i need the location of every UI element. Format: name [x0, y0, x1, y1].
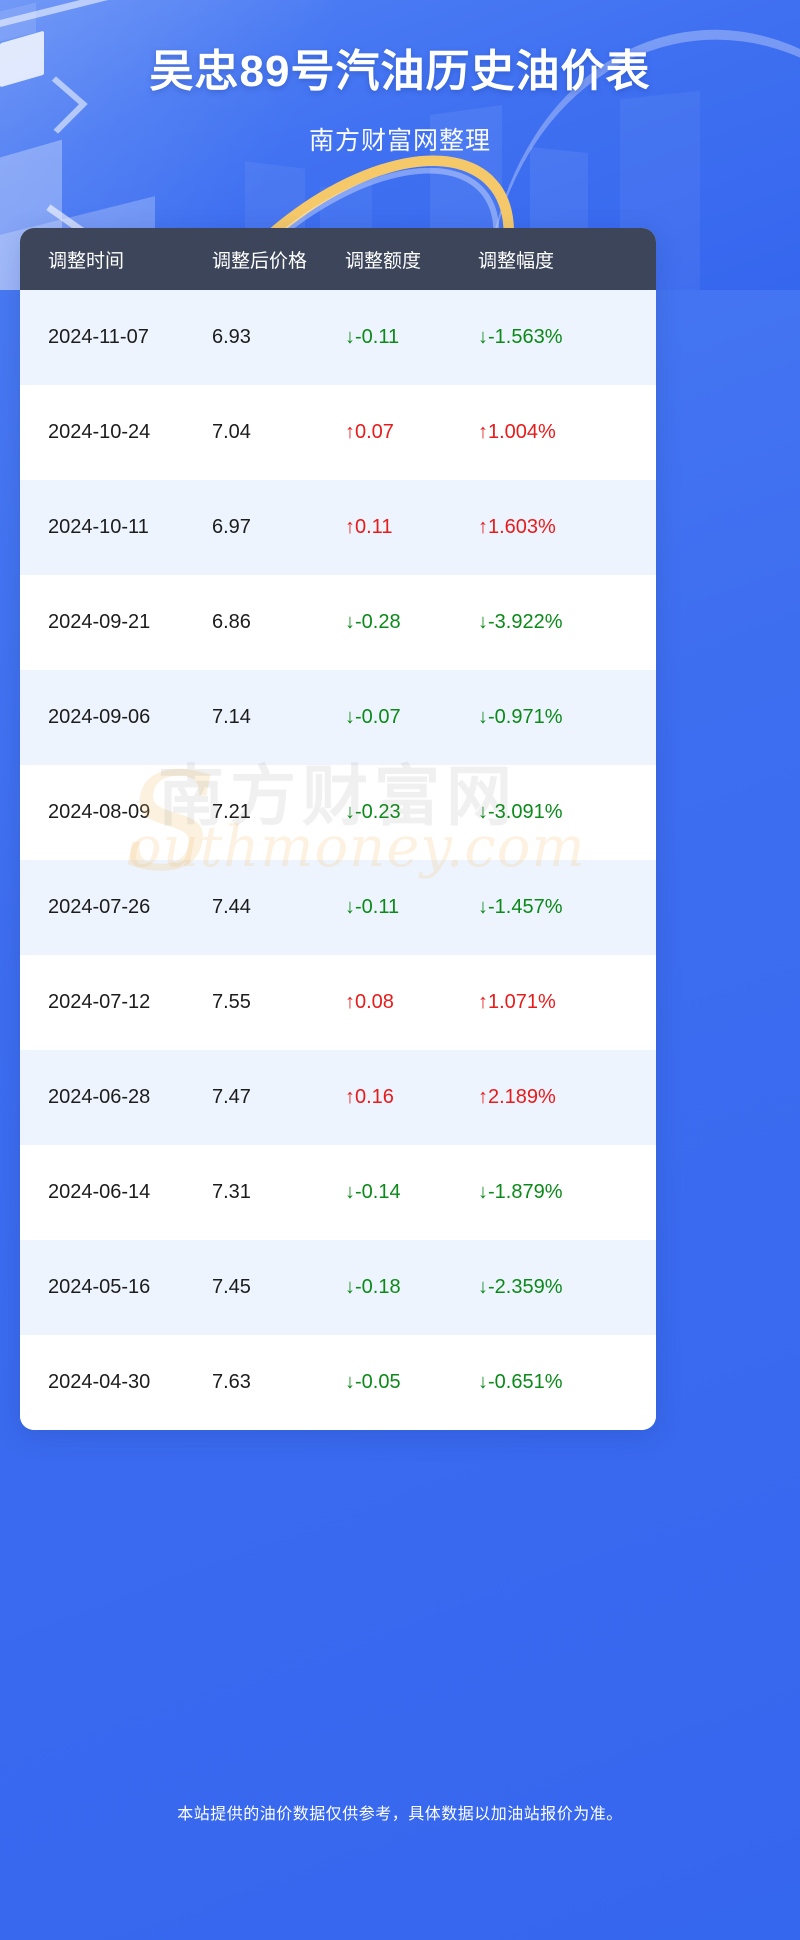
- cell-date: 2024-04-30: [48, 1371, 151, 1393]
- cell-percent: ↓-1.457%: [478, 896, 563, 918]
- cell-price: 7.55: [212, 991, 251, 1013]
- table-row: 2024-08-09 7.21 ↓-0.23 ↓-3.091%: [20, 765, 656, 860]
- cell-change: ↑0.16: [345, 1086, 394, 1108]
- page-title: 吴忠89号汽油历史油价表: [149, 47, 651, 96]
- cell-change: ↓-0.05: [345, 1371, 401, 1393]
- cell-price: 7.63: [212, 1371, 251, 1393]
- table-row: 2024-11-07 6.93 ↓-0.11 ↓-1.563%: [20, 290, 656, 385]
- table-row: 2024-10-11 6.97 ↑0.11 ↑1.603%: [20, 480, 656, 575]
- table-row: 2024-07-12 7.55 ↑0.08 ↑1.071%: [20, 955, 656, 1050]
- cell-price: 7.04: [212, 421, 251, 443]
- cell-date: 2024-10-11: [48, 516, 149, 538]
- cell-change: ↑0.11: [345, 516, 393, 538]
- cell-percent: ↓-1.879%: [478, 1181, 563, 1203]
- disclaimer-note: 本站提供的油价数据仅供参考，具体数据以加油站报价为准。: [177, 1806, 623, 1823]
- cell-price: 6.93: [212, 326, 251, 348]
- cell-percent: ↓-0.651%: [478, 1371, 563, 1393]
- cell-date: 2024-06-14: [48, 1181, 151, 1203]
- column-header-price: 调整后价格: [212, 250, 308, 272]
- cell-percent: ↑1.004%: [478, 421, 556, 443]
- cell-percent: ↓-1.563%: [478, 326, 563, 348]
- cell-date: 2024-09-06: [48, 706, 151, 728]
- cell-change: ↓-0.07: [345, 706, 401, 728]
- cell-change: ↑0.07: [345, 421, 394, 443]
- price-history-card: S 南方财富网 outhmoney.com 调整时间 调整后价格 调整额度 调整…: [20, 228, 656, 1430]
- cell-percent: ↑2.189%: [478, 1086, 556, 1108]
- cell-percent: ↓-3.922%: [478, 611, 563, 633]
- column-header-date: 调整时间: [48, 250, 125, 272]
- title-block: 吴忠89号汽油历史油价表 南方财富网整理: [0, 0, 800, 157]
- table-body: 2024-11-07 6.93 ↓-0.11 ↓-1.563% 2024-10-24 7.…: [20, 290, 656, 1430]
- cell-date: 2024-10-24: [48, 421, 151, 443]
- cell-date: 2024-11-07: [48, 326, 149, 348]
- cell-percent: ↓-3.091%: [478, 801, 563, 823]
- cell-price: 7.44: [212, 896, 251, 918]
- table-row: 2024-09-21 6.86 ↓-0.28 ↓-3.922%: [20, 575, 656, 670]
- cell-price: 7.21: [212, 801, 251, 823]
- cell-date: 2024-09-21: [48, 611, 151, 633]
- table-row: 2024-09-06 7.14 ↓-0.07 ↓-0.971%: [20, 670, 656, 765]
- table-row: 2024-06-28 7.47 ↑0.16 ↑2.189%: [20, 1050, 656, 1145]
- cell-percent: ↓-0.971%: [478, 706, 563, 728]
- column-header-percent: 调整幅度: [478, 250, 555, 272]
- cell-change: ↓-0.28: [345, 611, 401, 633]
- price-history-table: 调整时间 调整后价格 调整额度 调整幅度 2024-11-07 6.93 ↓-0.1…: [20, 228, 656, 1430]
- cell-change: ↓-0.18: [345, 1276, 401, 1298]
- cell-price: 7.47: [212, 1086, 251, 1108]
- cell-percent: ↑1.071%: [478, 991, 556, 1013]
- cell-change: ↓-0.23: [345, 801, 401, 823]
- cell-change: ↓-0.14: [345, 1181, 401, 1203]
- cell-change: ↓-0.11: [345, 326, 400, 348]
- cell-price: 7.45: [212, 1276, 251, 1298]
- table-row: 2024-04-30 7.63 ↓-0.05 ↓-0.651%: [20, 1335, 656, 1430]
- cell-change: ↑0.08: [345, 991, 394, 1013]
- column-header-change: 调整额度: [345, 250, 422, 272]
- cell-change: ↓-0.11: [345, 896, 400, 918]
- table-row: 2024-07-26 7.44 ↓-0.11 ↓-1.457%: [20, 860, 656, 955]
- cell-date: 2024-07-12: [48, 991, 151, 1013]
- cell-price: 6.97: [212, 516, 251, 538]
- cell-price: 7.14: [212, 706, 251, 728]
- table-row: 2024-06-14 7.31 ↓-0.14 ↓-1.879%: [20, 1145, 656, 1240]
- table-row: 2024-10-24 7.04 ↑0.07 ↑1.004%: [20, 385, 656, 480]
- cell-percent: ↓-2.359%: [478, 1276, 563, 1298]
- cell-percent: ↑1.603%: [478, 516, 556, 538]
- cell-date: 2024-06-28: [48, 1086, 151, 1108]
- table-row: 2024-05-16 7.45 ↓-0.18 ↓-2.359%: [20, 1240, 656, 1335]
- table-header-row: 调整时间 调整后价格 调整额度 调整幅度: [20, 228, 656, 290]
- cell-price: 6.86: [212, 611, 251, 633]
- cell-date: 2024-08-09: [48, 801, 151, 823]
- cell-price: 7.31: [212, 1181, 251, 1203]
- cell-date: 2024-07-26: [48, 896, 151, 918]
- cell-date: 2024-05-16: [48, 1276, 151, 1298]
- page-subtitle: 南方财富网整理: [308, 127, 491, 155]
